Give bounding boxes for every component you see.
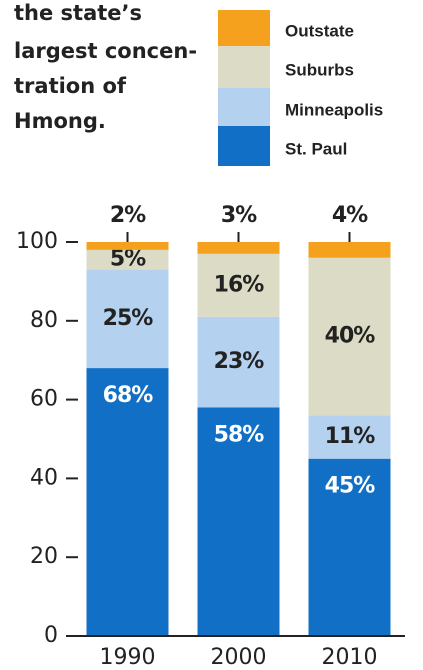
y-tick-label: 0 <box>44 623 58 648</box>
y-tick-label: 100 <box>16 229 58 254</box>
value-label: 40% <box>325 324 376 349</box>
intro-line: largest concen- <box>14 39 197 63</box>
value-label: 2% <box>110 203 146 228</box>
value-label: 68% <box>103 383 154 408</box>
legend-swatch <box>218 88 270 126</box>
y-tick-label: 80 <box>30 308 58 333</box>
bar-segment <box>86 242 169 250</box>
value-label: 45% <box>325 474 376 499</box>
bar-segment <box>308 242 391 258</box>
value-label: 23% <box>214 349 265 374</box>
value-label: 25% <box>103 306 154 331</box>
value-label: 16% <box>214 272 265 297</box>
bar-segment <box>308 458 391 636</box>
y-tick-label: 40 <box>30 465 58 490</box>
bar-segment <box>197 407 280 636</box>
intro-line: tration of <box>14 74 127 98</box>
legend-swatch <box>218 126 270 166</box>
bar-segment <box>197 242 280 254</box>
bar-segment <box>86 368 169 636</box>
legend-label: St. Paul <box>285 139 347 158</box>
y-tick-label: 60 <box>30 387 58 412</box>
legend-swatch <box>218 46 270 88</box>
x-tick-label: 2010 <box>322 645 378 670</box>
value-label: 3% <box>221 203 257 228</box>
value-label: 5% <box>110 247 146 272</box>
bar-segment <box>308 415 391 459</box>
x-tick-label: 1990 <box>100 645 156 670</box>
bar-segment <box>197 253 280 317</box>
bar-segment <box>86 269 169 369</box>
value-label: 58% <box>214 422 265 447</box>
intro-text: the state’s largest concen- tration of H… <box>14 1 197 133</box>
intro-line: Hmong. <box>14 109 106 133</box>
value-label: 11% <box>325 424 376 449</box>
legend-swatch <box>218 10 270 46</box>
value-label: 4% <box>332 203 368 228</box>
legend-label: Minneapolis <box>285 100 383 119</box>
intro-line: the state’s <box>14 1 142 25</box>
y-tick-label: 20 <box>30 544 58 569</box>
x-tick-label: 2000 <box>211 645 267 670</box>
bar-segment <box>86 249 169 270</box>
legend-label: Outstate <box>285 21 354 40</box>
legend-label: Suburbs <box>285 60 354 79</box>
bar-segment <box>308 257 391 416</box>
bar-segment <box>197 316 280 408</box>
